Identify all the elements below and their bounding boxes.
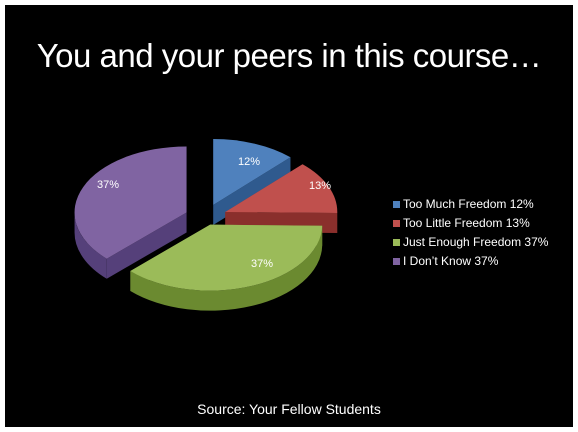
legend-label: Just Enough Freedom 37% [403,235,549,249]
pie-slice [74,146,187,259]
pie-slice-cut-face [106,212,187,279]
legend-item: Just Enough Freedom 37% [393,233,548,252]
slide: You and your peers in this course… 12% 13… [5,5,573,427]
slide-title: You and your peers in this course… [36,37,542,74]
pie-data-label: 12% [238,156,260,168]
legend-item: Too Little Freedom 13% [393,214,548,233]
legend-swatch [393,201,400,208]
legend-swatch [393,239,400,246]
chart-legend: Too Much Freedom 12% Too Little Freedom 1… [393,195,548,271]
legend-label: I Don’t Know 37% [403,254,499,268]
pie-slice [225,164,338,214]
legend-label: Too Much Freedom 12% [403,197,534,211]
legend-swatch [393,220,400,227]
pie-slice-side [74,212,107,279]
pie-data-label: 13% [309,180,331,192]
legend-item: I Don’t Know 37% [393,252,548,271]
legend-label: Too Little Freedom 13% [403,216,530,230]
legend-swatch [393,258,400,265]
pie-chart: 12% 13% 37% 37% [74,138,338,311]
pie-data-label: 37% [251,258,273,270]
pie-slice-side [130,225,323,311]
pie-data-label: 37% [97,179,119,191]
pie-slice [213,138,291,205]
pie-slice [130,224,323,291]
source-caption: Source: Your Fellow Students [197,401,381,417]
legend-item: Too Much Freedom 12% [393,195,548,214]
